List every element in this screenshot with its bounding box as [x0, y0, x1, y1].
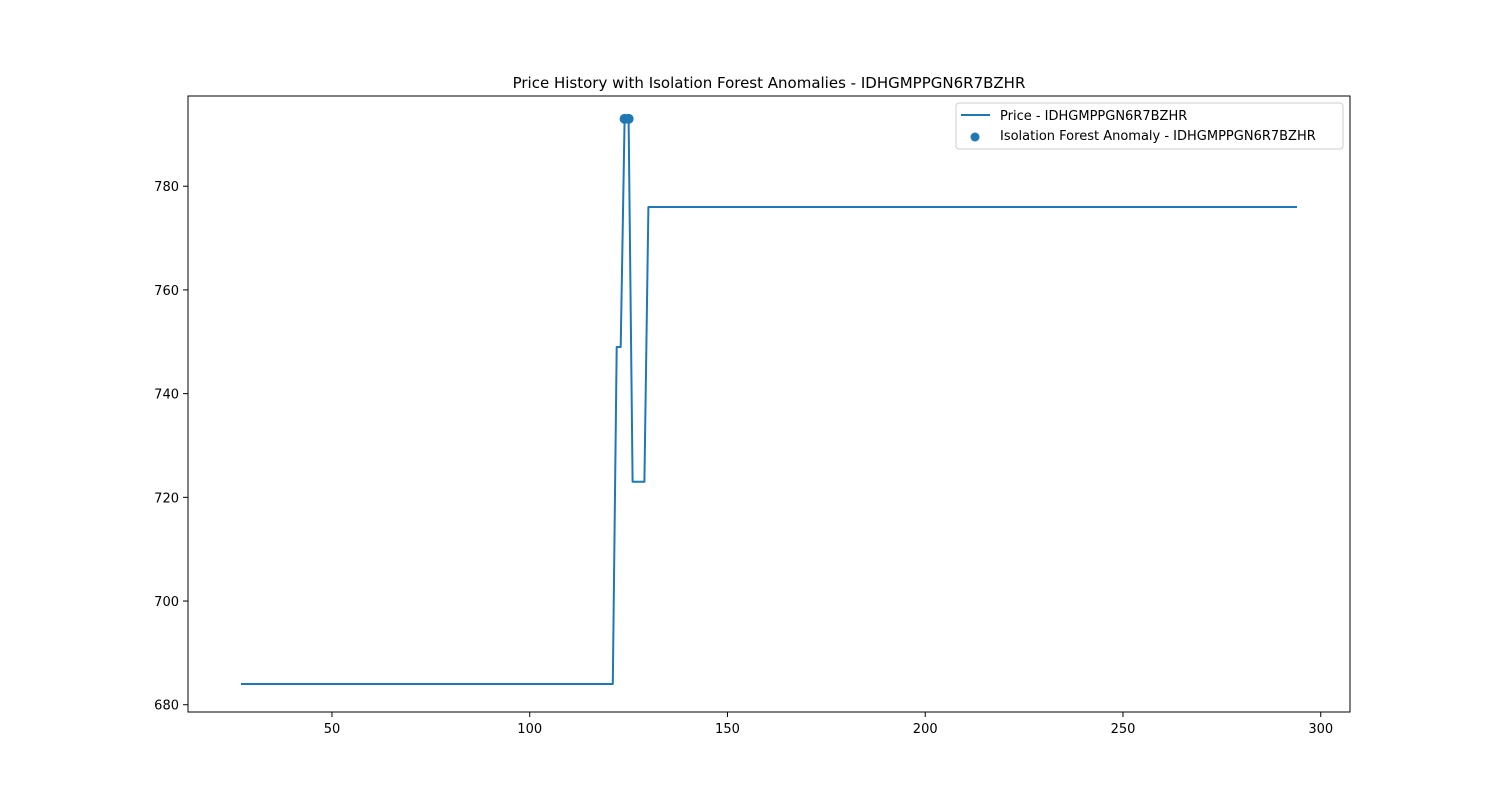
x-tick-label: 100 [517, 722, 542, 737]
y-tick-label: 680 [154, 699, 179, 714]
price-series-line [241, 117, 1297, 685]
chart-title: Price History with Isolation Forest Anom… [513, 74, 1026, 92]
legend-label-price: Price - IDHGMPPGN6R7BZHR [1000, 109, 1187, 124]
plot-area [241, 113, 1297, 685]
y-tick-label: 780 [154, 180, 179, 195]
anomaly-point [623, 113, 634, 124]
y-tick-label: 700 [154, 595, 179, 610]
y-tick-label: 760 [154, 284, 179, 299]
y-tick-label: 740 [154, 388, 179, 403]
x-tick-label: 300 [1308, 722, 1333, 737]
legend-marker-swatch [970, 132, 980, 142]
y-tick-label: 720 [154, 491, 179, 506]
legend: Price - IDHGMPPGN6R7BZHR Isolation Fores… [955, 102, 1344, 150]
plot-frame [187, 95, 1351, 713]
x-tick-label: 50 [324, 722, 341, 737]
legend-label-anomaly: Isolation Forest Anomaly - IDHGMPPGN6R7B… [1000, 129, 1316, 144]
legend-box [955, 102, 1344, 150]
x-tick-label: 200 [913, 722, 938, 737]
axes: 50 100 150 200 250 300 680 700 720 740 760 780 [154, 180, 1333, 737]
x-tick-label: 150 [715, 722, 740, 737]
x-tick-label: 250 [1111, 722, 1136, 737]
